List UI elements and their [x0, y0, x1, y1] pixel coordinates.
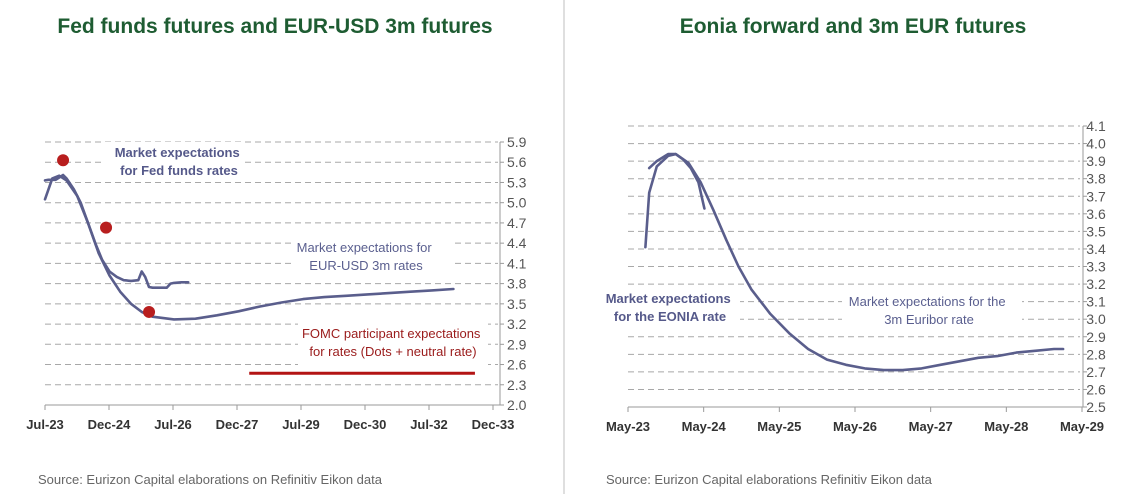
left-y-tick-label: 2.9: [507, 336, 527, 352]
right-y-tick-label: 3.7: [1086, 188, 1106, 204]
eonia-annotation: Market expectations for the EONIA rate: [606, 291, 735, 324]
left-x-tick-label: Dec-24: [88, 417, 131, 432]
right-y-tick-label: 4.0: [1086, 136, 1106, 152]
right-y-axis: 4.14.03.93.83.73.63.53.43.33.23.13.02.92…: [1082, 118, 1106, 415]
right-y-tick-label: 2.8: [1086, 346, 1106, 362]
left-y-tick-label: 4.7: [507, 215, 527, 231]
left-x-tick-label: Jul-26: [154, 417, 192, 432]
fomc-annotation: FOMC participant expectations for rates …: [302, 326, 484, 359]
eonia-forward-line: [644, 152, 706, 249]
euribor-annotation: Market expectations for the 3m Euribor r…: [849, 294, 1009, 327]
right-y-tick-label: 3.9: [1086, 153, 1106, 169]
right-y-tick-label: 3.6: [1086, 206, 1106, 222]
left-y-tick-label: 2.3: [507, 377, 527, 393]
left-y-tick-label: 5.3: [507, 174, 527, 190]
left-x-tick-label: Dec-27: [216, 417, 259, 432]
right-y-tick-label: 3.3: [1086, 259, 1106, 275]
eonia-annotation-line2: for the EONIA rate: [614, 309, 726, 324]
fed-funds-futures-line: [43, 173, 190, 290]
left-x-tick-label: Dec-33: [472, 417, 515, 432]
euribor-annotation-line1: Market expectations for the: [849, 294, 1006, 309]
eur-usd-3m-futures-line: [43, 174, 455, 321]
right-chart-title: Eonia forward and 3m EUR futures: [680, 15, 1027, 38]
fed-funds-annotation-line1: Market expectations: [115, 145, 240, 160]
fomc-dots-point: [57, 154, 70, 167]
right-x-tick-label: May-29: [1060, 419, 1104, 434]
left-chart-panel: Fed funds futures and EUR-USD 3m futures…: [26, 15, 526, 487]
left-y-tick-label: 5.6: [507, 154, 527, 170]
left-y-axis: 5.9 5.6 5.3 5.0 4.7 4.4 4.1 3.8 3.5 3.2 2.9 2.6 2.3 2…: [499, 134, 527, 413]
left-x-tick-label: Jul-23: [26, 417, 64, 432]
right-x-tick-label: May-25: [757, 419, 801, 434]
right-x-tick-label: May-27: [909, 419, 953, 434]
right-y-tick-label: 3.5: [1086, 223, 1106, 239]
right-y-tick-label: 4.1: [1086, 118, 1106, 134]
eonia-annotation-line1: Market expectations: [606, 291, 731, 306]
right-y-tick-label: 3.4: [1086, 241, 1106, 257]
fomc-annotation-line2: for rates (Dots + neutral rate): [309, 344, 476, 359]
left-chart-title: Fed funds futures and EUR-USD 3m futures: [57, 15, 492, 38]
left-y-tick-label: 3.5: [507, 296, 527, 312]
euribor-annotation-line2: 3m Euribor rate: [884, 312, 974, 327]
fomc-annotation-line1: FOMC participant expectations: [302, 326, 481, 341]
left-source-note: Source: Eurizon Capital elaborations on …: [38, 472, 383, 487]
right-source-note: Source: Eurizon Capital elaborations Ref…: [606, 472, 933, 487]
left-y-tick-label: 3.2: [507, 316, 527, 332]
fomc-dots-point: [100, 221, 113, 234]
left-y-tick-label: 3.8: [507, 276, 527, 292]
right-x-axis: May-23 May-24 May-25 May-26 May-27 May-28 May-…: [606, 406, 1104, 434]
3m-euribor-futures-line: [647, 152, 1065, 372]
right-y-tick-label: 2.5: [1086, 399, 1106, 415]
fed-funds-annotation-bg: [105, 142, 245, 180]
left-x-tick-label: Jul-29: [282, 417, 320, 432]
left-y-tick-label: 5.0: [507, 195, 527, 211]
left-y-tick-label: 5.9: [507, 134, 527, 150]
right-y-tick-label: 2.7: [1086, 364, 1106, 380]
eurusd-annotation: Market expectations for EUR-USD 3m rates: [297, 240, 436, 273]
left-y-tick-label: 4.1: [507, 255, 527, 271]
euribor-annotation-bg: [842, 290, 1022, 330]
fomc-dots-point: [143, 305, 156, 318]
right-y-tick-label: 3.1: [1086, 294, 1106, 310]
left-x-tick-label: Dec-30: [344, 417, 387, 432]
fomc-annotation-bg: [298, 322, 488, 366]
right-y-tick-label: 2.6: [1086, 381, 1106, 397]
right-series-group: [644, 152, 1065, 372]
right-y-tick-label: 2.9: [1086, 329, 1106, 345]
left-y-tick-label: 2.0: [507, 397, 527, 413]
right-y-tick-label: 3.0: [1086, 311, 1106, 327]
right-x-tick-label: May-23: [606, 419, 650, 434]
right-y-tick-label: 3.2: [1086, 276, 1106, 292]
left-x-axis: Jul-23 Dec-24 Jul-26 Dec-27 Jul-29 Dec-30 Jul-…: [26, 404, 515, 432]
right-x-tick-label: May-28: [984, 419, 1028, 434]
eurusd-annotation-bg: [292, 236, 452, 276]
eurusd-annotation-line2: EUR-USD 3m rates: [309, 258, 423, 273]
fed-funds-annotation-line2: for Fed funds rates: [120, 163, 238, 178]
eurusd-annotation-line1: Market expectations for: [297, 240, 433, 255]
right-chart-panel: Eonia forward and 3m EUR futures 4.14.03…: [600, 15, 1106, 487]
right-x-tick-label: May-24: [682, 419, 727, 434]
right-gridlines: [628, 125, 1080, 390]
fed-funds-annotation: Market expectations for Fed funds rates: [115, 145, 244, 178]
left-series-group: [43, 154, 475, 375]
left-y-tick-label: 4.4: [507, 235, 527, 251]
right-x-tick-label: May-26: [833, 419, 877, 434]
left-x-tick-label: Jul-32: [410, 417, 448, 432]
left-y-tick-label: 2.6: [507, 357, 527, 373]
eonia-annotation-bg: [600, 289, 740, 327]
right-y-tick-label: 3.8: [1086, 171, 1106, 187]
